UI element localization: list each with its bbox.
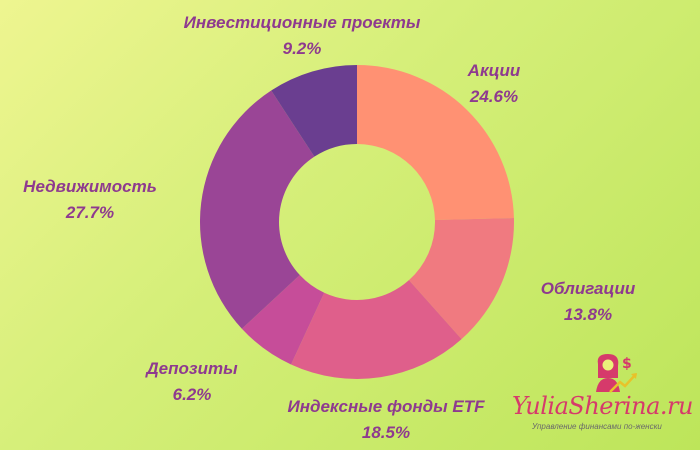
label-etf-value: 18.5% (361, 423, 411, 442)
logo-tagline: Управление финансами по-женски (532, 422, 662, 431)
label-akcii-value: 24.6% (469, 87, 519, 106)
slice-2 (291, 280, 462, 380)
label-depozity-name: Депозиты (146, 359, 238, 378)
slice-4 (200, 90, 315, 329)
label-depozity-value: 6.2% (172, 385, 212, 404)
label-akcii-name: Акции (467, 61, 521, 80)
label-nedvizhimost-value: 27.7% (65, 203, 115, 222)
slice-3 (241, 275, 325, 365)
label-nedvizhimost: Недвижимость 27.7% (23, 174, 157, 226)
svg-text:$: $ (622, 356, 632, 372)
label-nedvizhimost-name: Недвижимость (23, 177, 157, 196)
slice-5 (271, 65, 357, 157)
label-investicionnye: Инвестиционные проекты 9.2% (184, 10, 421, 62)
label-akcii: Акции 24.6% (468, 58, 521, 110)
label-obligacii-value: 13.8% (563, 305, 613, 324)
woman-dollar-growth-icon: $ (596, 354, 637, 393)
label-depozity: Депозиты 6.2% (146, 356, 237, 408)
label-etf: Индексные фонды ETF 18.5% (287, 394, 484, 446)
slice-1 (408, 218, 514, 340)
label-investicionnye-value: 9.2% (282, 39, 322, 58)
label-investicionnye-name: Инвестиционные проекты (183, 13, 421, 32)
logo-text: YuliaSherina.ru (512, 392, 693, 420)
label-obligacii: Облигации 13.8% (541, 276, 636, 328)
slice-0 (357, 65, 514, 221)
label-etf-name: Индексные фонды ETF (287, 397, 485, 416)
label-obligacii-name: Облигации (540, 279, 636, 298)
site-logo[interactable]: $ YuliaSherina.ru Управление финансами п… (512, 352, 693, 432)
